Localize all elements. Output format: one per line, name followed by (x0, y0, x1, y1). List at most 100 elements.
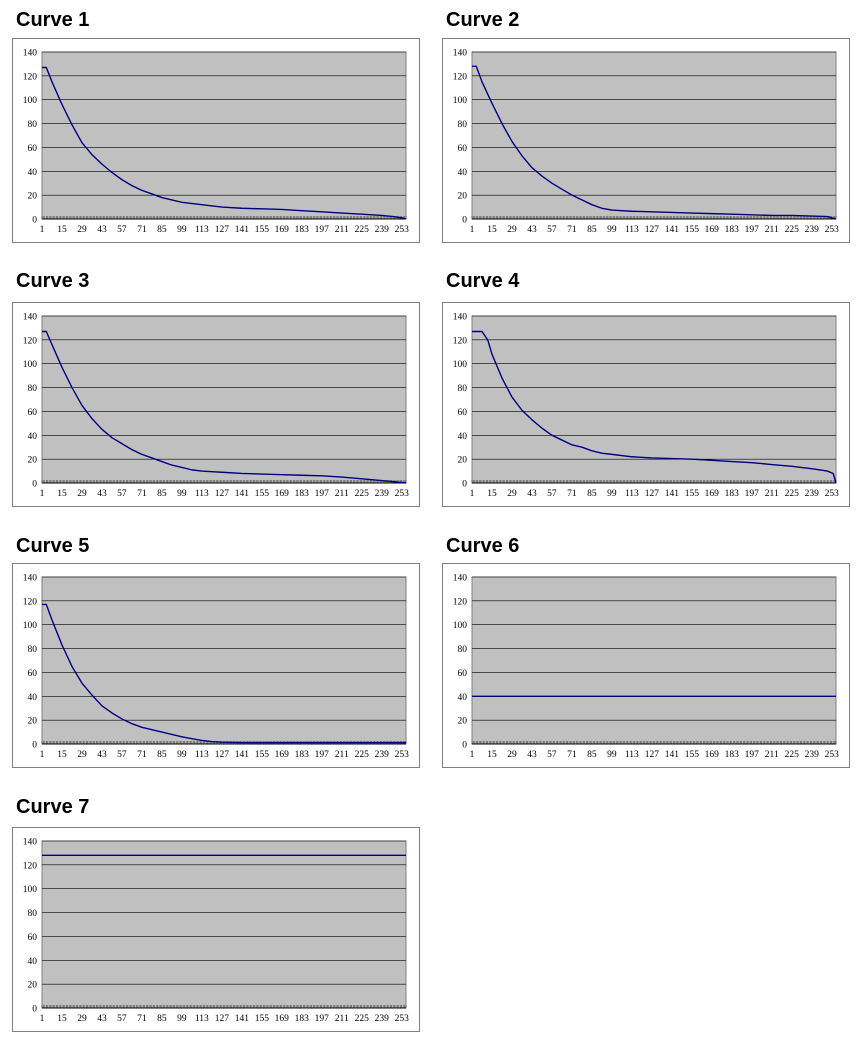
x-tick-label: 253 (395, 225, 410, 235)
x-tick-label: 197 (745, 489, 760, 499)
y-tick-label: 0 (32, 1005, 37, 1015)
x-tick-label: 253 (395, 489, 410, 499)
x-tick-label: 141 (235, 489, 250, 499)
x-tick-label: 183 (725, 225, 740, 235)
y-tick-label: 140 (23, 49, 38, 59)
x-tick-label: 239 (375, 225, 390, 235)
y-tick-label: 80 (28, 645, 38, 655)
x-tick-label: 155 (255, 225, 270, 235)
x-tick-label: 99 (607, 489, 617, 499)
chart-frame-6: 0 20 40 60 80 100 120 140 1 15 29 43 57 71 85 99 113 127 1… (442, 563, 850, 768)
x-tick-label: 225 (355, 750, 370, 760)
x-tick-label: 183 (295, 750, 310, 760)
x-tick-label: 183 (725, 489, 740, 499)
x-tick-label: 127 (645, 225, 660, 235)
y-tick-label: 80 (458, 120, 468, 130)
x-tick-label: 85 (587, 750, 597, 760)
x-tick-label: 253 (395, 1014, 410, 1024)
x-tick-label: 99 (177, 489, 187, 499)
x-tick-label: 99 (607, 225, 617, 235)
y-tick-label: 140 (23, 574, 38, 584)
x-tick-label: 127 (215, 225, 230, 235)
x-tick-label: 127 (645, 750, 660, 760)
chart-frame-2: 0 20 40 60 80 100 120 140 1 15 29 43 57 71 85 99 113 127 1… (442, 38, 850, 243)
x-tick-label: 239 (375, 1014, 390, 1024)
y-tick-label: 100 (23, 96, 38, 106)
y-tick-label: 60 (458, 408, 468, 418)
x-tick-label: 99 (607, 750, 617, 760)
x-tick-label: 99 (177, 225, 187, 235)
x-tick-label: 1 (470, 489, 475, 499)
x-tick-label: 99 (177, 1014, 187, 1024)
y-tick-label: 120 (23, 861, 38, 871)
x-tick-label: 57 (547, 225, 557, 235)
x-tick-label: 197 (745, 750, 760, 760)
x-tick-label: 1 (40, 1014, 45, 1024)
x-tick-label: 113 (195, 750, 209, 760)
y-tick-label: 60 (458, 669, 468, 679)
x-tick-label: 211 (335, 225, 349, 235)
chart-title-7: Curve 7 (16, 796, 90, 818)
line-chart-7: 0 20 40 60 80 100 120 140 1 15 29 43 57 71 85 99 113 127 1… (12, 827, 420, 1032)
x-tick-label: 113 (625, 489, 639, 499)
x-tick-label: 29 (507, 489, 517, 499)
x-tick-label: 239 (375, 489, 390, 499)
chart-frame-3: 0 20 40 60 80 100 120 140 1 15 29 43 57 71 85 99 113 127 1… (12, 302, 420, 507)
x-tick-label: 169 (705, 750, 720, 760)
x-tick-label: 211 (335, 750, 349, 760)
y-tick-label: 100 (23, 360, 38, 370)
x-tick-label: 113 (625, 750, 639, 760)
x-tick-label: 85 (157, 750, 167, 760)
x-tick-label: 225 (355, 225, 370, 235)
y-tick-label: 100 (453, 360, 468, 370)
x-tick-label: 71 (567, 750, 577, 760)
y-tick-label: 20 (458, 456, 468, 466)
chart-frame-7: 0 20 40 60 80 100 120 140 1 15 29 43 57 71 85 99 113 127 1… (12, 827, 420, 1032)
y-tick-label: 0 (462, 741, 467, 751)
x-tick-label: 43 (97, 225, 107, 235)
x-tick-label: 113 (195, 1014, 209, 1024)
chart-frame-5: 0 20 40 60 80 100 120 140 1 15 29 43 57 71 85 99 113 127 1… (12, 563, 420, 768)
x-tick-label: 85 (157, 489, 167, 499)
x-tick-label: 197 (315, 225, 330, 235)
x-tick-label: 71 (137, 489, 147, 499)
x-tick-label: 85 (157, 1014, 167, 1024)
x-tick-label: 155 (255, 489, 270, 499)
x-tick-label: 43 (527, 489, 537, 499)
x-tick-label: 239 (805, 489, 820, 499)
x-tick-label: 99 (177, 750, 187, 760)
plot-area (471, 576, 837, 745)
y-tick-label: 20 (28, 717, 38, 727)
x-tick-label: 85 (587, 489, 597, 499)
x-tick-label: 43 (97, 1014, 107, 1024)
x-tick-label: 197 (745, 225, 760, 235)
x-tick-label: 43 (527, 225, 537, 235)
x-tick-label: 71 (137, 1014, 147, 1024)
x-tick-label: 225 (355, 1014, 370, 1024)
x-tick-label: 169 (705, 489, 720, 499)
y-tick-label: 140 (453, 574, 468, 584)
x-tick-label: 253 (825, 750, 840, 760)
x-tick-label: 57 (547, 489, 557, 499)
y-tick-label: 20 (458, 717, 468, 727)
x-tick-label: 183 (295, 489, 310, 499)
x-tick-label: 29 (507, 225, 517, 235)
x-tick-label: 15 (57, 225, 67, 235)
x-tick-label: 29 (77, 1014, 87, 1024)
x-tick-label: 15 (487, 489, 497, 499)
y-tick-label: 80 (458, 384, 468, 394)
x-tick-label: 43 (97, 489, 107, 499)
x-tick-label: 57 (547, 750, 557, 760)
y-tick-label: 80 (28, 384, 38, 394)
x-tick-label: 1 (40, 225, 45, 235)
y-tick-label: 20 (458, 192, 468, 202)
x-tick-label: 253 (395, 750, 410, 760)
x-tick-label: 85 (157, 225, 167, 235)
x-tick-label: 155 (255, 750, 270, 760)
chart-title-4: Curve 4 (446, 270, 520, 292)
x-tick-label: 211 (335, 489, 349, 499)
y-tick-label: 100 (23, 885, 38, 895)
y-tick-label: 60 (28, 669, 38, 679)
x-tick-label: 15 (487, 225, 497, 235)
x-tick-label: 225 (785, 489, 800, 499)
